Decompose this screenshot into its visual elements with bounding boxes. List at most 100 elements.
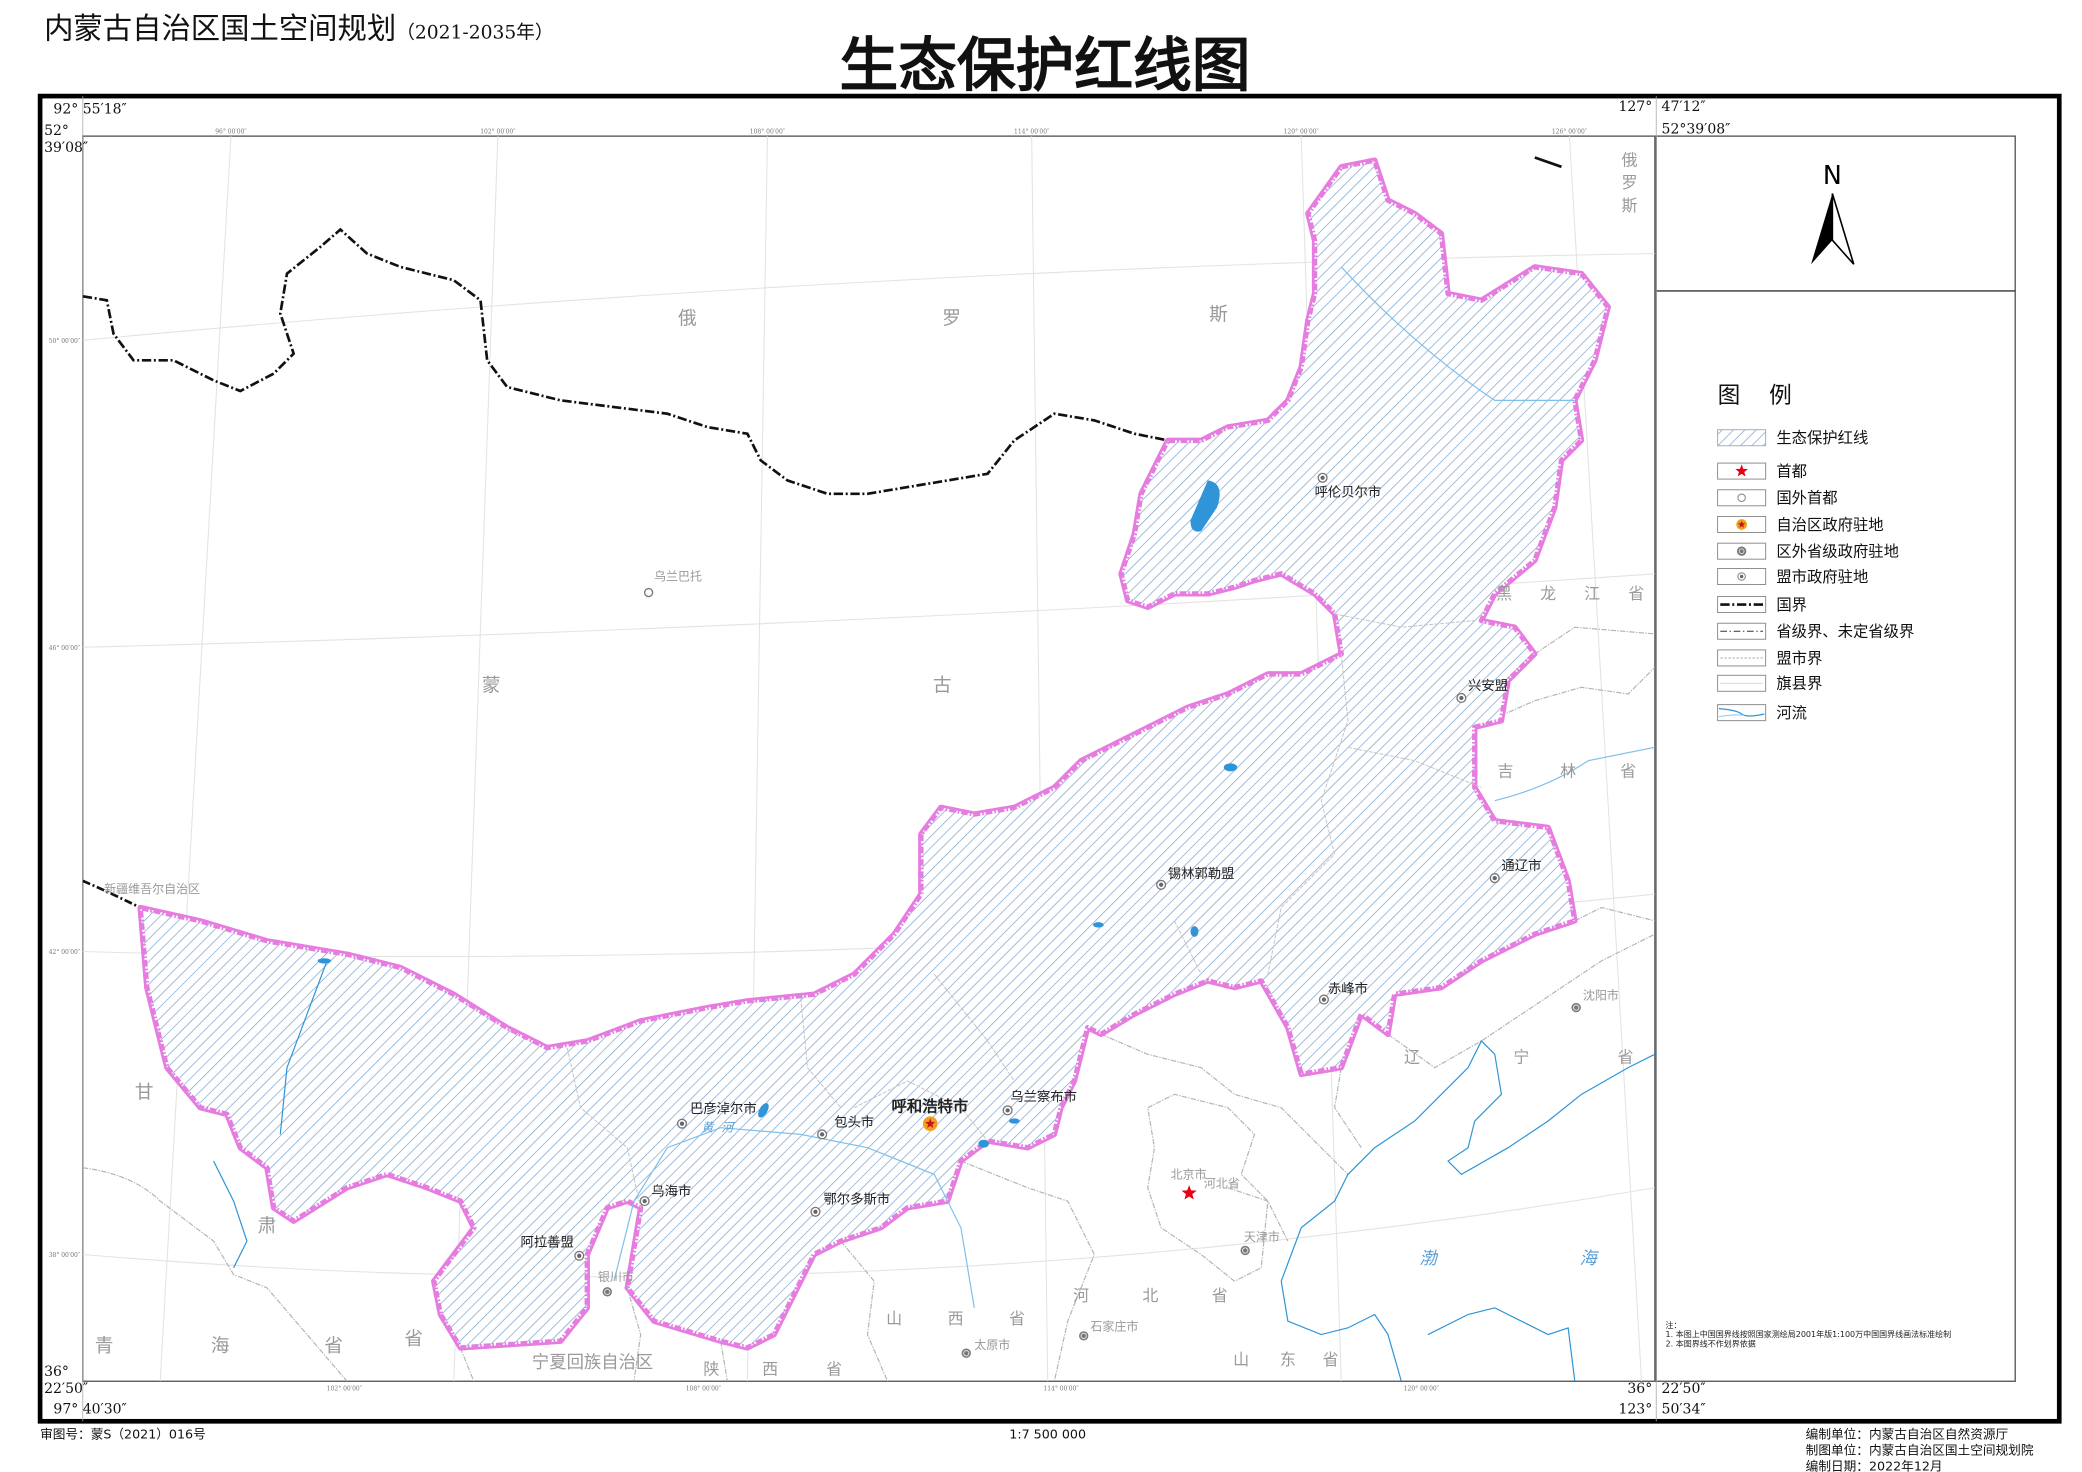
region-label: 青 xyxy=(95,1336,114,1357)
city-marker: 鄂尔多斯市 xyxy=(810,1191,890,1217)
compiler: 编制单位：内蒙古自治区自然资源厅 xyxy=(1806,1427,2009,1442)
legend-item: 区外省级政府驻地 xyxy=(1717,543,1899,561)
bohai-coastline xyxy=(1280,1039,1655,1282)
river xyxy=(1340,266,1575,401)
region-labels: 俄罗斯蒙 古俄罗斯黑龙江省吉林省辽宁省甘肃青海省省宁夏回族自治区陕西省山西省河北省… xyxy=(95,150,1644,1378)
legend-label: 生态保护红线 xyxy=(1776,429,1868,447)
coord-bottom-left-lon: 97° 40′30″ xyxy=(53,1401,126,1417)
region-label: 甘 xyxy=(135,1082,154,1103)
rivers-coastline xyxy=(213,266,1655,1382)
note-line: 2. 本图界线不作划界依据 xyxy=(1666,1339,1756,1349)
coord-top-left-lon: 92° 55′18″ xyxy=(53,101,126,117)
region-label: 省 xyxy=(826,1360,842,1379)
region-label: 省 xyxy=(404,1329,423,1350)
region-label: 省 xyxy=(1620,762,1636,781)
city-marker: 新疆维吾尔自治区 xyxy=(104,881,200,896)
region-label: 辽 xyxy=(1404,1047,1420,1066)
coord-bottom-right-lon-deg: 123° xyxy=(1618,1401,1652,1417)
city-label: 河北省 xyxy=(1204,1177,1240,1191)
legend-item: 旗县界 xyxy=(1717,675,1822,693)
city-label: 北京市 xyxy=(1170,1166,1206,1181)
tick-label-left: 50° 00′00″ xyxy=(49,338,81,345)
tick-label-bottom: 108° 00′00″ xyxy=(686,1386,722,1393)
cartographer: 制图单位：内蒙古自治区国土空间规划院 xyxy=(1806,1443,2034,1458)
region-label: 林 xyxy=(1560,762,1576,781)
region-label: 西 xyxy=(948,1309,964,1328)
legend-item: 国外首都 xyxy=(1717,489,1838,507)
region-label: 陕 xyxy=(703,1360,719,1379)
city-label: 阿拉善盟 xyxy=(521,1234,574,1250)
legend-item: 国界 xyxy=(1717,596,1807,614)
map-body: 俄罗斯蒙 古俄罗斯黑龙江省吉林省辽宁省甘肃青海省省宁夏回族自治区陕西省山西省河北省… xyxy=(82,136,1655,1382)
legend-label: 盟市界 xyxy=(1776,649,1822,667)
city-marker: 呼和浩特市 xyxy=(892,1098,968,1132)
city-label: 锡林郭勒盟 xyxy=(1168,865,1235,882)
tick-label-bottom: 114° 00′00″ xyxy=(1043,1386,1079,1393)
region-label: 黑 xyxy=(1496,584,1512,603)
note-line: 1. 本图上中国国界线按照国家测绘局2001年版1:100万中国国界线画法标准绘… xyxy=(1666,1329,1952,1339)
north-label: N xyxy=(1823,160,1842,190)
tick-label-top: 126° 00′00″ xyxy=(1552,128,1588,135)
lakes xyxy=(317,480,1238,1148)
city-label: 乌兰巴托 xyxy=(654,569,702,584)
national-border-line xyxy=(82,879,141,909)
region-label: 斯 xyxy=(1622,196,1638,215)
city-marker: 银川市 xyxy=(598,1269,634,1297)
national-border-line xyxy=(1534,156,1562,169)
coord-top-left-lat-min: 39′08″ xyxy=(44,140,88,156)
provincial-seat-icon xyxy=(961,1348,971,1358)
city-marker: 赤峰市 xyxy=(1318,980,1368,1005)
ecological-redline-border xyxy=(140,160,1608,1348)
region-label: 山 xyxy=(886,1309,902,1328)
shandong-coastline xyxy=(1427,1307,1576,1382)
region-label: 省 xyxy=(1323,1350,1339,1369)
city-marker: 北京市 xyxy=(1170,1166,1206,1200)
region-label: 古 xyxy=(933,675,952,696)
outer-frame xyxy=(37,93,2062,1424)
region-label: 海 xyxy=(211,1336,230,1357)
city-marker: 乌兰察布市 xyxy=(1002,1088,1077,1116)
coord-bottom-left-lat-deg: 36° xyxy=(44,1364,69,1380)
region-label: 省 xyxy=(1212,1286,1228,1305)
city-marker: 沈阳市 xyxy=(1571,988,1619,1013)
city-label: 新疆维吾尔自治区 xyxy=(104,881,200,896)
region-label: 蒙 xyxy=(482,675,501,696)
coord-bottom-left-lat-min: 22′50″ xyxy=(44,1381,88,1397)
water-label: 黄 xyxy=(701,1121,715,1135)
notes-heading: 注： xyxy=(1666,1320,1682,1330)
coord-top-left-lat-deg: 52° xyxy=(44,123,69,139)
tick-label-left: 42° 00′00″ xyxy=(49,949,81,956)
provincial-boundaries xyxy=(82,626,1655,1382)
tick-label-top: 114° 00′00″ xyxy=(1014,128,1050,135)
city-label: 呼伦贝尔市 xyxy=(1315,483,1382,500)
bohai-coastline xyxy=(1280,1281,1402,1382)
legend-item: 河流 xyxy=(1717,704,1807,722)
tick-label-top: 120° 00′00″ xyxy=(1284,128,1320,135)
legend-item: 盟市界 xyxy=(1717,649,1822,667)
region-label: 俄 xyxy=(678,308,697,329)
legend-item: 省级界、未定省级界 xyxy=(1717,623,1914,641)
region-label: 省 xyxy=(324,1336,343,1357)
city-marker: 太原市 xyxy=(961,1337,1010,1358)
region-label: 宁 xyxy=(1513,1047,1529,1066)
region-seat-star-icon xyxy=(925,1118,936,1129)
provincial-seat-icon xyxy=(1571,1002,1581,1013)
region-label: 东 xyxy=(1280,1350,1296,1369)
city-marker: 包头市 xyxy=(817,1113,874,1140)
coord-bottom-right-lat-min: 22′50″ xyxy=(1662,1381,1706,1397)
city-marker: 巴彦淖尔市 xyxy=(676,1100,757,1129)
legend-item: 自治区政府驻地 xyxy=(1717,516,1884,534)
coord-top-right-lon-deg: 127° xyxy=(1618,99,1652,115)
league-boundaries xyxy=(566,613,1482,1208)
tick-label-bottom: 120° 00′00″ xyxy=(1404,1386,1440,1393)
tick-label-top: 108° 00′00″ xyxy=(750,128,786,135)
river xyxy=(213,1160,248,1269)
hulun-lake xyxy=(1190,480,1220,532)
map-subtitle: 内蒙古自治区国土空间规划（2021-2035年） xyxy=(44,12,554,46)
yellow-river xyxy=(613,1127,975,1308)
legend-panel xyxy=(1655,135,2016,1382)
region-label: 省 xyxy=(1628,584,1644,603)
north-arrow-icon xyxy=(1831,193,1855,265)
city-marker: 天津市 xyxy=(1240,1229,1280,1256)
